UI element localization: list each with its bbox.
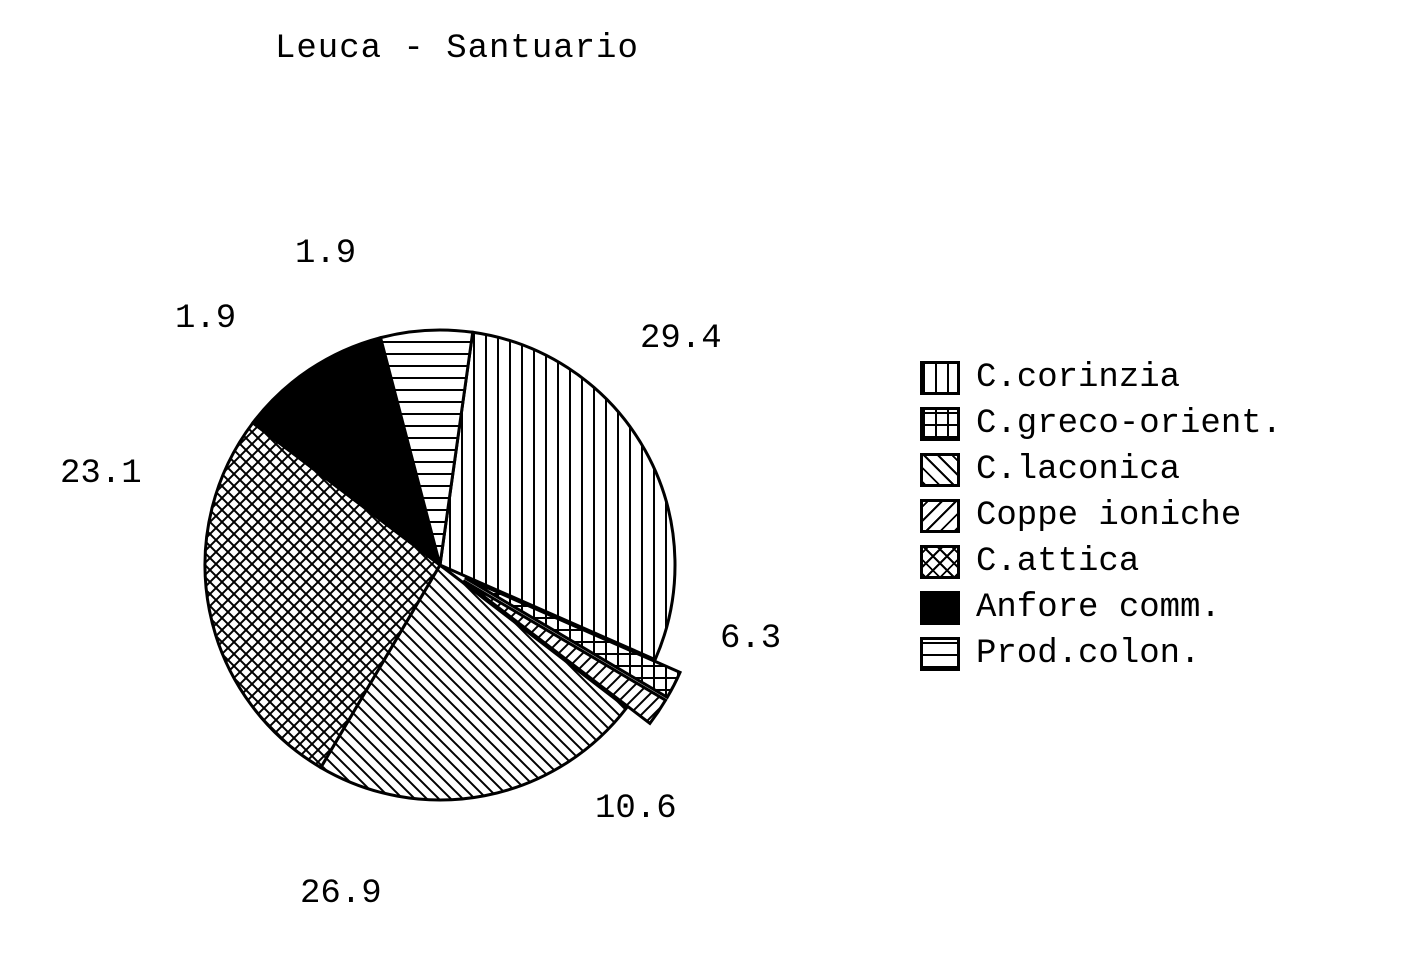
legend-label-0: C.corinzia — [976, 359, 1180, 397]
legend-label-3: Coppe ioniche — [976, 497, 1241, 535]
legend-row-6: Prod.colon. — [920, 631, 1282, 677]
legend: C.corinzia C.greco-orient. C.laconica Co… — [920, 355, 1282, 677]
legend-swatch-1 — [920, 407, 960, 441]
legend-swatch-2 — [920, 453, 960, 487]
legend-label-6: Prod.colon. — [976, 635, 1200, 673]
legend-swatch-4 — [920, 545, 960, 579]
legend-row-0: C.corinzia — [920, 355, 1282, 401]
slice-value-4: 26.9 — [300, 875, 382, 913]
chart-page: { "chart": { "type": "pie", "title": "Le… — [0, 0, 1414, 969]
slice-value-6: 6.3 — [720, 620, 781, 658]
legend-row-1: C.greco-orient. — [920, 401, 1282, 447]
legend-swatch-0 — [920, 361, 960, 395]
slice-value-0: 29.4 — [640, 320, 722, 358]
legend-label-1: C.greco-orient. — [976, 405, 1282, 443]
slice-value-5: 10.6 — [595, 790, 677, 828]
legend-swatch-3 — [920, 499, 960, 533]
legend-row-2: C.laconica — [920, 447, 1282, 493]
slice-value-3: 23.1 — [60, 455, 142, 493]
legend-swatch-6 — [920, 637, 960, 671]
legend-label-5: Anfore comm. — [976, 589, 1221, 627]
slice-value-1: 1.9 — [295, 235, 356, 273]
legend-row-5: Anfore comm. — [920, 585, 1282, 631]
legend-swatch-5 — [920, 591, 960, 625]
slice-value-2: 1.9 — [175, 300, 236, 338]
legend-row-4: C.attica — [920, 539, 1282, 585]
legend-row-3: Coppe ioniche — [920, 493, 1282, 539]
legend-label-2: C.laconica — [976, 451, 1180, 489]
legend-label-4: C.attica — [976, 543, 1139, 581]
